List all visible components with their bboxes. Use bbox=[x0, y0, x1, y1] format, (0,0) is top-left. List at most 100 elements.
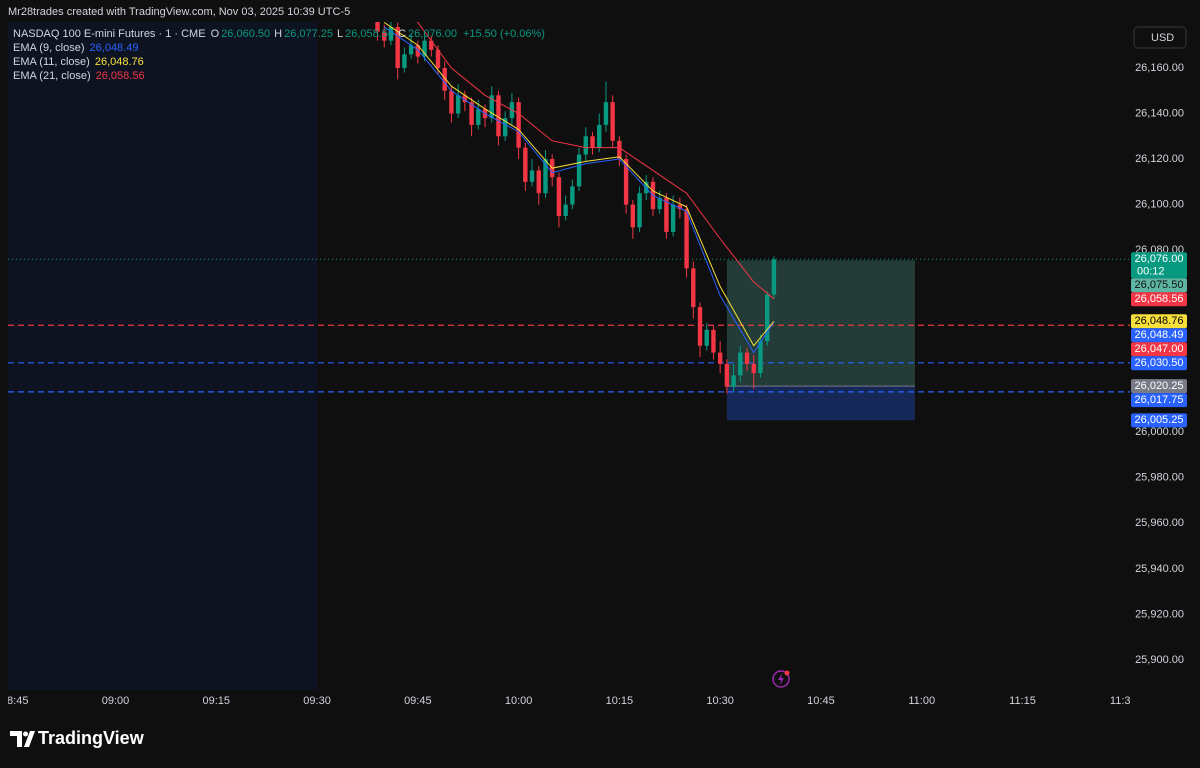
currency[interactable]: USD bbox=[1151, 32, 1174, 44]
price-tag-label: 26,020.25 bbox=[1135, 380, 1184, 392]
candle-body bbox=[677, 204, 683, 210]
x-tick-label: 11:15 bbox=[1009, 695, 1036, 707]
price-tag-label: 26,048.76 bbox=[1135, 315, 1184, 327]
candle-body bbox=[496, 95, 501, 137]
candle-body bbox=[603, 102, 609, 125]
currency-button[interactable] bbox=[1133, 26, 1187, 49]
candle-body bbox=[429, 40, 434, 50]
candle-body bbox=[738, 352, 743, 376]
candle-body bbox=[704, 329, 709, 346]
profit-zone bbox=[726, 260, 916, 387]
candle-body bbox=[476, 108, 481, 125]
ohlc-key: C bbox=[398, 28, 407, 40]
candle-body bbox=[751, 363, 756, 374]
ohlc-key: L bbox=[337, 28, 344, 40]
countdown: 00:12 bbox=[1137, 266, 1165, 278]
price-tag bbox=[1131, 314, 1187, 329]
candle-body bbox=[664, 197, 669, 232]
candle-body bbox=[375, 22, 380, 32]
candle-body bbox=[697, 307, 703, 346]
price-tag bbox=[1131, 252, 1187, 279]
price-tag-label: 26,030.50 bbox=[1135, 357, 1184, 369]
price-tag bbox=[1131, 379, 1187, 394]
candle-body bbox=[617, 140, 622, 160]
candle-body bbox=[408, 45, 414, 55]
candle-body bbox=[563, 204, 568, 216]
x-tick-label: 10:15 bbox=[606, 695, 634, 707]
ema-line bbox=[416, 22, 775, 300]
candle-body bbox=[502, 118, 508, 137]
ohlc-value: 26,058.50 bbox=[345, 28, 395, 40]
candle-body bbox=[711, 329, 716, 353]
candle-body bbox=[536, 170, 541, 194]
candle-body bbox=[610, 102, 615, 141]
legend: NASDAQ 100 E-mini Futures · 1 · CME O 26,… bbox=[13, 27, 547, 83]
alert-icon[interactable] bbox=[772, 670, 790, 688]
candle-body bbox=[382, 31, 387, 41]
candle-body bbox=[691, 268, 696, 308]
x-tick-label: 09:45 bbox=[404, 695, 432, 707]
x-tick-label: 08:45 bbox=[1, 695, 29, 707]
ema-line bbox=[383, 26, 775, 354]
indicator-value: 26,048.49 bbox=[89, 42, 139, 54]
indicator-row: EMA (11, close) 26,048.76 bbox=[13, 55, 547, 69]
x-tick-label: 11:30 bbox=[1110, 695, 1137, 707]
price-tag bbox=[1131, 278, 1187, 293]
price-tag bbox=[1131, 292, 1187, 307]
indicator-name: EMA (9, close) bbox=[13, 42, 85, 54]
candle-body bbox=[489, 95, 494, 119]
indicator-row: EMA (21, close) 26,058.56 bbox=[13, 69, 547, 83]
candle-body bbox=[402, 54, 407, 68]
indicator-value: 26,048.76 bbox=[94, 56, 144, 68]
ohlc-value: 26,076.00 bbox=[408, 28, 457, 40]
caption: Mr28trades created with TradingView.com,… bbox=[8, 6, 350, 18]
candle-body bbox=[395, 27, 400, 68]
price-tag-label: 26,075.50 bbox=[1135, 279, 1184, 291]
x-tick-label: 10:30 bbox=[706, 695, 734, 707]
candle-body bbox=[556, 177, 562, 216]
y-tick-label: 25,960.00 bbox=[1135, 517, 1184, 529]
price-tag bbox=[1131, 356, 1187, 371]
price-tag-label: 26,017.75 bbox=[1135, 394, 1184, 406]
x-tick-label: 09:15 bbox=[203, 695, 231, 707]
y-tick-label: 26,140.00 bbox=[1135, 107, 1184, 119]
x-tick-label: 10:00 bbox=[505, 695, 533, 707]
indicator-row: EMA (9, close) 26,048.49 bbox=[13, 41, 547, 55]
legend-row: NASDAQ 100 E-mini Futures · 1 · CME O 26,… bbox=[13, 27, 547, 41]
ema-line bbox=[383, 22, 775, 347]
candle-body bbox=[455, 95, 461, 114]
x-tick-label: 09:30 bbox=[303, 695, 331, 707]
candle-body bbox=[523, 147, 528, 182]
candle-body bbox=[469, 102, 474, 125]
candle-body bbox=[442, 67, 447, 91]
symbol-title: NASDAQ 100 E-mini Futures · 1 · CME bbox=[13, 28, 206, 40]
candle-body bbox=[623, 159, 629, 205]
ohlc-key: H bbox=[274, 28, 283, 40]
y-tick-label: 26,080.00 bbox=[1135, 244, 1184, 256]
candle-body bbox=[415, 45, 421, 57]
candle-body bbox=[744, 352, 750, 364]
candle-body bbox=[529, 170, 535, 182]
y-tick-label: 26,000.00 bbox=[1135, 426, 1184, 438]
y-tick-label: 26,120.00 bbox=[1135, 153, 1184, 165]
indicator-value: 26,058.56 bbox=[95, 70, 145, 82]
candle-body bbox=[657, 197, 662, 210]
pane bbox=[8, 22, 1130, 690]
logo-text: TradingView bbox=[38, 728, 145, 748]
candle-body bbox=[684, 209, 689, 269]
x-tick-label: 10:45 bbox=[807, 695, 835, 707]
y-tick-label: 25,940.00 bbox=[1135, 563, 1184, 575]
candle-body bbox=[422, 40, 427, 57]
ohlc-value: 26,077.25 bbox=[284, 28, 334, 40]
candle-body bbox=[590, 136, 595, 148]
x-tick-label: 09:00 bbox=[102, 695, 130, 707]
candle-body bbox=[388, 27, 394, 41]
price-tag bbox=[1131, 413, 1187, 428]
y-tick-label: 26,160.00 bbox=[1135, 62, 1184, 74]
price-tag-label: 26,005.25 bbox=[1135, 414, 1184, 426]
change: +15.50 (+0.06%) bbox=[462, 28, 545, 40]
logo bbox=[10, 731, 35, 747]
candle-body bbox=[758, 341, 763, 374]
candle-body bbox=[764, 294, 770, 342]
price-tag bbox=[1131, 393, 1187, 408]
